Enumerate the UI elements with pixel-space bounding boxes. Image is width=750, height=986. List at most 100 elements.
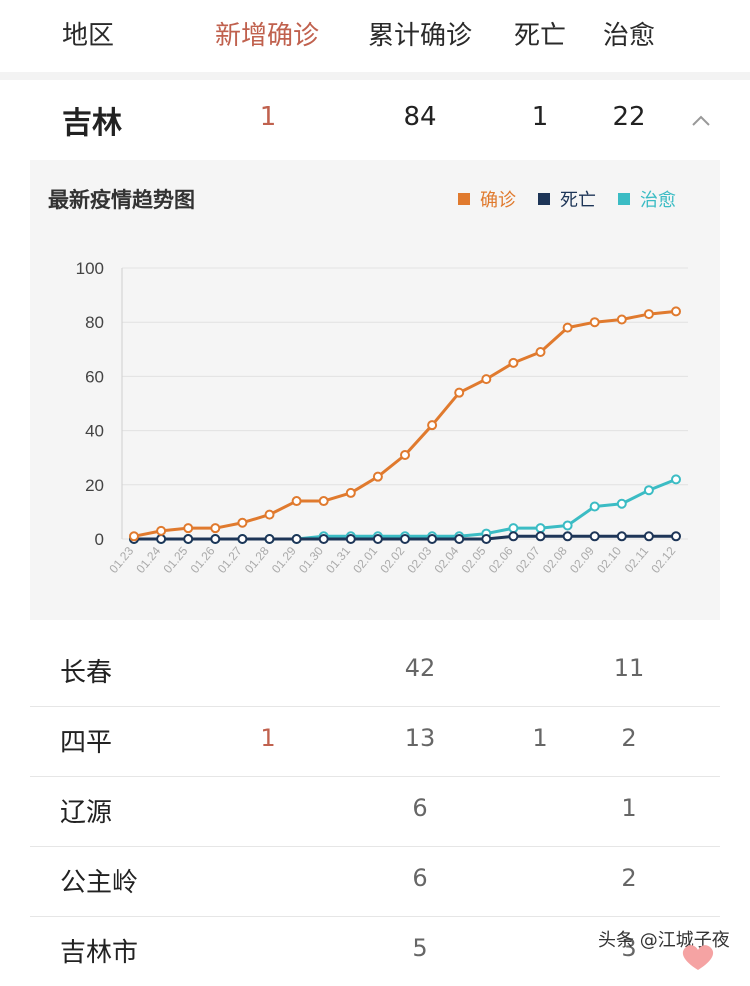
col-death-header[interactable]: 死亡 <box>514 21 567 51</box>
data-point <box>183 523 194 534</box>
header-divider <box>0 72 750 80</box>
legend-label-cured: 治愈 <box>640 190 676 211</box>
heart-icon <box>682 945 714 970</box>
x-tick-label: 02.11 <box>622 544 652 576</box>
data-point <box>156 534 167 544</box>
legend-swatch-confirmed <box>458 193 470 205</box>
x-tick-label: 01.26 <box>188 544 218 576</box>
province-death: 1 <box>531 102 549 132</box>
city-row-jilin-city[interactable]: 吉林市 5 3 <box>30 916 720 986</box>
x-tick-label: 01.28 <box>242 544 272 576</box>
col-new-header[interactable]: 新增确诊 <box>215 21 320 51</box>
city-death: 1 <box>532 724 548 752</box>
data-point <box>535 347 546 358</box>
data-point <box>318 534 329 544</box>
x-tick-label: 02.01 <box>350 544 380 576</box>
city-cured: 11 <box>613 654 645 682</box>
data-point <box>616 498 627 509</box>
data-point <box>481 374 492 385</box>
x-tick-label: 02.12 <box>648 544 678 576</box>
col-total-header[interactable]: 累计确诊 <box>368 21 473 51</box>
data-point <box>454 387 465 398</box>
data-point <box>616 531 627 542</box>
data-point <box>589 501 600 512</box>
city-cured: 3 <box>621 934 637 962</box>
data-point <box>643 309 654 320</box>
y-tick-label: 80 <box>85 313 104 332</box>
legend-swatch-death <box>538 193 550 205</box>
city-name: 四平 <box>60 728 113 758</box>
data-point <box>129 531 139 542</box>
x-tick-label: 02.08 <box>540 544 570 576</box>
data-point <box>183 534 194 544</box>
x-tick-label: 01.27 <box>215 544 245 576</box>
y-tick-label: 0 <box>95 530 104 549</box>
y-tick-label: 100 <box>76 259 104 278</box>
col-cured-header[interactable]: 治愈 <box>603 21 656 51</box>
data-point <box>237 534 248 544</box>
data-point <box>345 487 356 498</box>
data-point <box>210 534 221 544</box>
data-point <box>291 534 302 544</box>
province-cured: 22 <box>612 102 646 132</box>
data-point <box>400 534 410 544</box>
city-cured: 1 <box>621 794 637 822</box>
table-header: 地区 新增确诊 累计确诊 死亡 治愈 <box>0 0 750 74</box>
watermark: 头条 @江城子夜 <box>598 930 730 951</box>
x-tick-label: 01.25 <box>160 544 190 576</box>
x-tick-label: 02.09 <box>567 544 597 576</box>
data-point <box>454 534 465 544</box>
city-total: 13 <box>404 724 436 752</box>
city-total: 6 <box>412 864 428 892</box>
data-point <box>589 317 600 328</box>
data-point <box>427 534 438 544</box>
data-point <box>643 485 654 496</box>
city-cured: 2 <box>621 864 637 892</box>
data-point <box>318 496 329 507</box>
trend-chart-panel: 最新疫情趋势图 确诊 死亡 治愈 <box>30 160 720 620</box>
city-cured: 2 <box>621 724 637 752</box>
province-name: 吉林 <box>62 106 122 141</box>
data-point <box>508 523 519 534</box>
data-point <box>481 534 492 544</box>
data-point <box>589 531 600 542</box>
data-point <box>562 520 573 531</box>
chevron-up-icon[interactable] <box>690 110 712 132</box>
legend-item-death[interactable]: 死亡 <box>538 186 596 212</box>
data-point <box>671 474 681 485</box>
city-row-gongzhuling[interactable]: 公主岭 6 2 <box>30 846 720 917</box>
city-total: 5 <box>412 934 428 962</box>
city-name: 吉林市 <box>60 938 139 968</box>
legend-label-confirmed: 确诊 <box>480 190 516 211</box>
province-row[interactable]: 吉林 1 84 1 22 <box>0 80 750 160</box>
city-name: 长春 <box>60 658 113 688</box>
x-tick-label: 02.03 <box>404 544 434 576</box>
data-point <box>372 471 383 482</box>
data-point <box>210 523 221 534</box>
province-new: 1 <box>259 102 277 132</box>
col-region-header[interactable]: 地区 <box>62 21 115 51</box>
y-tick-label: 40 <box>85 422 104 441</box>
city-row-siping[interactable]: 四平 1 13 1 2 <box>30 706 720 777</box>
city-row-changchun[interactable]: 长春 42 11 <box>30 636 720 707</box>
x-tick-label: 01.31 <box>323 544 353 576</box>
city-row-liaoyuan[interactable]: 辽源 6 1 <box>30 776 720 847</box>
data-point <box>156 525 167 536</box>
city-total: 6 <box>412 794 428 822</box>
province-total: 84 <box>403 102 437 132</box>
x-tick-label: 01.24 <box>133 544 163 576</box>
data-point <box>264 534 275 544</box>
data-point <box>264 509 275 520</box>
legend-item-cured[interactable]: 治愈 <box>618 186 676 212</box>
x-tick-label: 02.02 <box>377 544 407 576</box>
x-tick-label: 01.29 <box>269 544 299 576</box>
legend-label-death: 死亡 <box>560 190 596 211</box>
city-total: 42 <box>404 654 436 682</box>
x-tick-label: 02.06 <box>486 544 516 576</box>
data-point <box>291 496 302 507</box>
legend-item-confirmed[interactable]: 确诊 <box>458 186 516 212</box>
data-point <box>427 420 438 431</box>
data-point <box>643 531 654 542</box>
y-tick-label: 60 <box>85 367 104 386</box>
data-point <box>562 531 573 542</box>
